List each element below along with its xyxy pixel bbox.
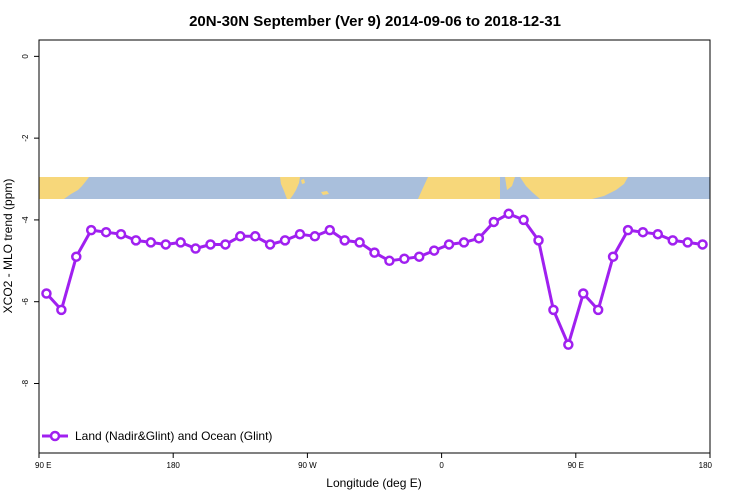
x-tick-label: 90 W [298,461,317,470]
x-tick-label: 0 [439,461,444,470]
legend: Land (Nadir&Glint) and Ocean (Glint) [42,429,272,443]
data-point [652,228,664,240]
data-point [413,251,425,262]
data-point [428,245,440,256]
data-point [533,235,544,246]
data-point [235,231,246,242]
x-tick-label: 90 E [568,461,584,470]
data-point [667,235,678,246]
data-point [399,253,410,265]
chart-title: 20N-30N September (Ver 9) 2014-09-06 to … [189,13,561,30]
data-point [264,239,276,250]
data-point [518,214,529,226]
data-point [175,237,186,248]
map-land-india-china [520,177,628,199]
data-point [294,228,306,240]
data-point [488,216,500,228]
series-layer [41,208,708,350]
data-point [369,247,380,258]
data-point [115,228,127,240]
data-point [339,235,350,246]
x-tick-label: 90 E [35,461,51,470]
y-tick-label: -8 [21,379,30,387]
data-point [682,237,693,248]
data-point [56,304,67,316]
data-point [697,239,708,250]
data-point [548,304,559,316]
x-tick-label: 180 [167,461,181,470]
data-point [41,288,52,299]
data-point [607,251,619,262]
data-point [384,255,395,267]
data-point [324,224,336,236]
data-point [473,233,485,244]
map-land-north-america [280,177,300,199]
data-point [100,226,112,238]
legend-label: Land (Nadir&Glint) and Ocean (Glint) [75,429,272,443]
data-point [309,231,321,242]
data-point [458,237,470,248]
map-land-mexico-island [301,179,305,184]
data-point [85,224,97,236]
y-axis: 0 -2 -4 -6 -8 [21,54,39,387]
data-point [622,224,634,236]
data-point [71,251,82,262]
data-point [443,239,455,250]
data-point [249,231,261,242]
y-tick-label: -6 [21,298,30,306]
y-axis-label: XCO2 - MLO trend (ppm) [1,179,15,314]
data-point [279,235,291,246]
data-point [592,304,604,316]
data-point [220,239,231,250]
data-point [160,239,171,250]
map-land-east-asia [39,177,89,199]
y-tick-label: 0 [21,54,30,59]
data-point [354,237,365,248]
data-point [145,237,157,248]
x-axis: 90 E 180 90 W 0 90 E 180 [35,453,713,470]
data-point [130,235,142,246]
data-point [637,226,649,238]
x-tick-label: 180 [699,461,713,470]
map-land-caribbean [321,191,329,195]
y-tick-label: -2 [21,134,30,142]
x-axis-label: Longitude (deg E) [326,476,421,490]
data-point [190,243,201,254]
y-tick-label: -4 [21,216,30,224]
map-land-africa-arabia [418,177,500,199]
data-point [563,339,574,350]
data-point [205,239,216,250]
plot-frame [38,39,711,454]
data-point [503,208,514,220]
legend-marker [49,430,61,442]
map-land-red-sea-east [505,177,515,190]
data-point [578,288,589,299]
world-map-band [39,177,710,199]
